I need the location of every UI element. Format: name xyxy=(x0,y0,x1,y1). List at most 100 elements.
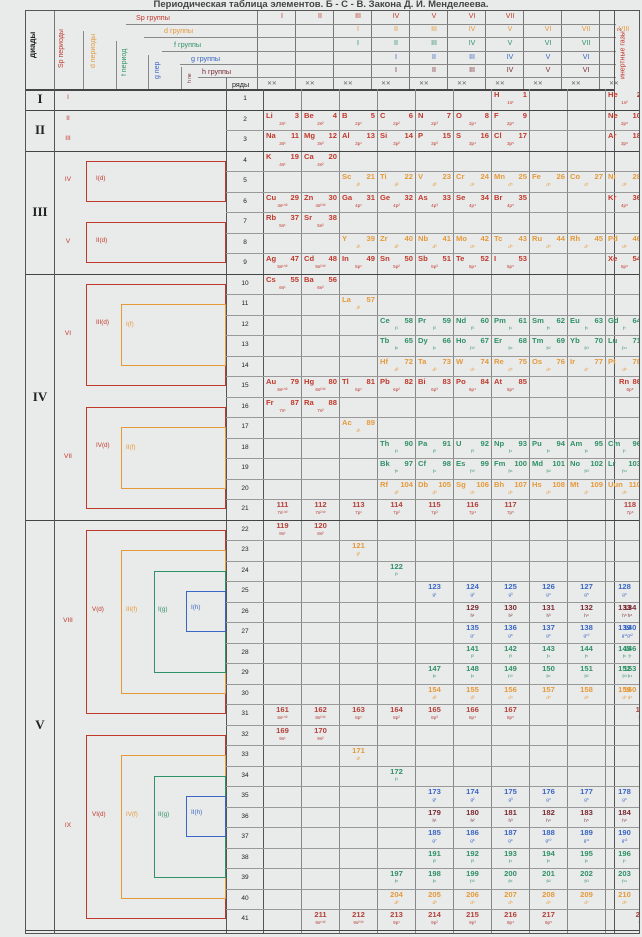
electron-config: d¹ xyxy=(356,182,361,187)
element-symbol: Se xyxy=(456,192,466,202)
electron-config: d⁴ xyxy=(470,489,475,495)
element-cell: O 8 2p⁴ xyxy=(454,110,491,132)
row-number-29: 29 xyxy=(241,669,249,676)
element-symbol-number: 143 xyxy=(532,644,565,654)
atomic-number: 83 xyxy=(442,377,451,386)
element-cell: Cs 55 6s¹ xyxy=(264,274,301,296)
element-symbol: Pm xyxy=(494,315,506,325)
atomic-number: 126 xyxy=(542,582,555,591)
element-cell: 111 7s¹⁽ᵈ⁾ xyxy=(264,499,301,521)
element-symbol-number: Cm 96 xyxy=(608,439,639,449)
element-symbol-number: 113 xyxy=(342,500,375,510)
element-cell: Pr 59 f² xyxy=(416,315,453,337)
electron-config: f¹² xyxy=(546,469,551,474)
element-symbol: Th xyxy=(380,438,390,448)
electron-config: d² xyxy=(394,489,399,495)
atomic-number: 36 xyxy=(632,192,639,202)
element-symbol-number: H 1 xyxy=(494,90,527,100)
electron-config: f¹⁴ xyxy=(622,879,627,884)
atomic-number: 144 xyxy=(580,643,593,653)
element-cell: Zr 40 d² xyxy=(378,233,415,255)
atomic-number: 76 xyxy=(556,356,565,366)
element-cell: 113 7p¹ xyxy=(340,499,377,521)
electron-config: f⁶ xyxy=(622,653,627,659)
element-cell: Ag 47 5s¹⁽ᵈ⁾ xyxy=(264,253,301,275)
element-symbol-number: 163 xyxy=(342,705,375,715)
element-cell: Pa 91 f² xyxy=(416,438,453,460)
element-cell: Bh 107 d⁵ xyxy=(492,479,529,501)
atomic-number: 194 xyxy=(542,848,555,858)
element-symbol-number: Tb 65 xyxy=(380,336,413,346)
atomic-number: 15 xyxy=(442,131,451,140)
atomic-number: 108 xyxy=(552,479,565,489)
atomic-number: 12 xyxy=(328,131,337,140)
atomic-number: 142 xyxy=(504,643,517,653)
atomic-number: 116 xyxy=(466,500,479,509)
element-cell: 195 f⁶ xyxy=(568,848,605,870)
electron-config: 6p⁵ xyxy=(506,387,514,392)
electron-config: f⁵ xyxy=(546,325,551,331)
element-cell: Nd 60 f³ xyxy=(454,315,491,337)
electron-config: f⁸ xyxy=(394,879,399,884)
atomic-number: 4 xyxy=(332,110,337,120)
electron-config: f¹¹ xyxy=(508,469,513,474)
element-cell: Ho 67 f¹⁰ xyxy=(454,335,491,357)
element-cell: Es 99 f¹⁰ xyxy=(454,458,491,480)
atomic-number: 48 xyxy=(328,254,337,263)
row-number-14: 14 xyxy=(241,361,249,369)
electron-config: 8p² xyxy=(393,715,400,720)
electron-config: 4s¹ xyxy=(279,161,286,167)
electron-config: 9s¹⁽ᵈ⁾ xyxy=(315,920,326,925)
element-symbol-number: 200 xyxy=(494,869,527,879)
element-symbol-number: 193 xyxy=(494,849,527,859)
atomic-number: 180 xyxy=(466,807,479,817)
row-number-30: 30 xyxy=(241,689,249,697)
atomic-number: 150 xyxy=(542,664,555,673)
electron-config: 5s² xyxy=(317,223,324,228)
atomic-number: 198 xyxy=(428,869,441,878)
element-symbol-number: 128 xyxy=(608,582,639,592)
element-symbol-number: 179 xyxy=(418,808,451,818)
element-symbol-number: Ru 44 xyxy=(532,234,565,244)
element-symbol-number: Mt 109 xyxy=(570,480,603,490)
atomic-number: 79 xyxy=(290,377,299,386)
atomic-number: 117 xyxy=(504,500,517,509)
electron-config: 4p² xyxy=(393,202,400,208)
element-cell: Pm 61 f⁴ xyxy=(492,315,529,337)
electron-config: d² xyxy=(394,899,399,905)
element-cell: Yb 70 f¹³ xyxy=(568,335,605,357)
element-cell: Sb 51 5p³ xyxy=(416,253,453,275)
atomic-number: 136 xyxy=(504,623,517,632)
element-symbol: Nd xyxy=(456,315,467,325)
group-sp-VI: VI xyxy=(468,13,476,20)
element-col-line xyxy=(415,89,416,933)
atomic-number: 72 xyxy=(404,356,413,366)
element-cell: C 6 2p² xyxy=(378,110,415,132)
element-cell: 130 h² xyxy=(492,602,529,624)
atomic-number: 125 xyxy=(504,582,517,591)
atomic-number: 109 xyxy=(590,479,603,489)
atomic-number: 173 xyxy=(428,787,441,796)
group-d-IV: IV xyxy=(468,26,476,33)
element-symbol-number: Pr 59 xyxy=(418,316,451,326)
element-cell: Te 52 5p⁴ xyxy=(454,253,491,275)
element-cell: Sc 21 d¹ xyxy=(340,171,377,193)
atomic-number: 29 xyxy=(290,192,299,202)
element-cell: 118 7p⁶ xyxy=(617,499,639,521)
element-symbol-number: 125 xyxy=(494,582,527,592)
atomic-number: 211 xyxy=(314,910,327,919)
element-symbol-number: Zr 40 xyxy=(380,234,413,244)
atomic-number: 169 xyxy=(276,725,289,735)
element-symbol-number: Kr 36 xyxy=(608,192,639,203)
element-cell: Ne 102p⁶ xyxy=(606,110,639,132)
element-cell: 198 f⁹ xyxy=(416,868,453,890)
electron-config: d⁷ xyxy=(622,694,627,700)
element-symbol: Hg xyxy=(304,377,315,386)
element-symbol: Sm xyxy=(532,315,544,325)
element-symbol: In xyxy=(342,254,349,263)
element-cell: Np 93 f⁴ xyxy=(492,438,529,460)
element-symbol-number: 158 xyxy=(570,685,603,695)
element-symbol-number: 155 xyxy=(456,685,489,695)
element-cell: Cd 48 5s²⁽ᵈ⁾ xyxy=(302,253,339,275)
atomic-number: 156 xyxy=(504,684,517,694)
